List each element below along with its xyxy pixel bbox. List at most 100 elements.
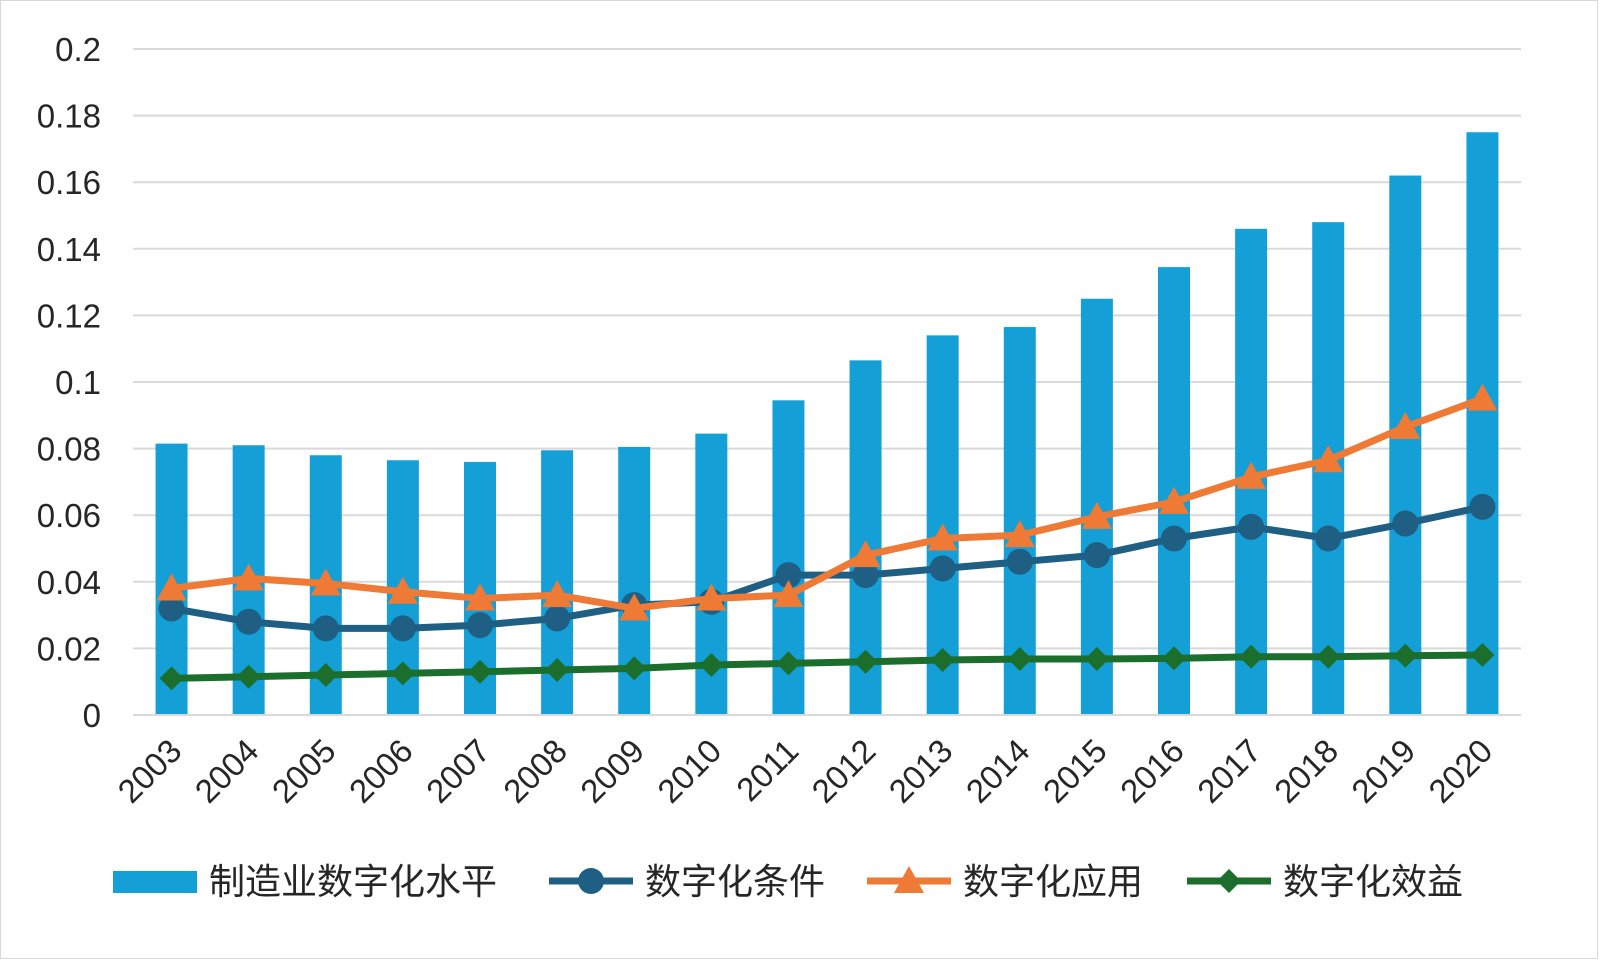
series-line [170,503,1484,632]
point-2007 [468,659,492,684]
x-tick-label: 2010 [650,732,728,810]
point-2009 [619,593,650,621]
point-2016 [1162,646,1186,671]
point-2010 [699,653,724,678]
point-2005 [310,568,341,596]
point-2014 [1007,647,1032,672]
y-axis-ticks: 0 0.02 0.04 0.06 0.08 0.1 0.12 0.14 0.16 0.18 0.2 [37,31,101,734]
point-2015 [1081,501,1112,529]
point-2019 [1390,411,1421,439]
legend-item-0: 制造业数字化水平 [113,862,497,903]
y-tick-label: 0.08 [37,431,101,468]
x-axis-ticks: 2003 2004 2005 2006 2007 2008 2009 2010 2011 2012… [110,732,1499,810]
point-2005 [312,615,339,642]
point-2020 [1469,493,1496,520]
y-tick-label: 0.2 [55,31,101,68]
point-2006 [387,576,418,604]
y-tick-label: 0.18 [37,98,101,135]
x-tick-label: 2014 [959,732,1037,810]
x-tick-label: 2018 [1267,732,1345,810]
point-2003 [156,573,187,601]
point-2006 [390,661,415,686]
y-tick-label: 0.04 [37,564,101,601]
point-2015 [1084,647,1109,672]
point-2012 [850,540,881,568]
x-tick-label: 2017 [1190,732,1268,810]
legend: 制造业数字化水平 数字化条件 数字化应用 数字化效益 [113,862,1463,903]
point-2019 [1392,510,1419,537]
legend-label: 数字化应用 [963,862,1143,903]
y-tick-label: 0 [83,697,101,734]
point-2003 [158,595,185,622]
point-2012 [852,562,879,589]
legend-label: 数字化效益 [1283,862,1463,903]
point-2013 [927,523,958,551]
point-2018 [1316,644,1341,669]
point-2003 [159,666,184,691]
line-series [156,383,1498,691]
y-tick-label: 0.14 [37,231,101,268]
point-2008 [544,605,571,632]
x-tick-label: 2004 [188,732,266,810]
point-2006 [389,615,416,642]
series-line [171,651,1483,682]
x-tick-label: 2016 [1113,732,1191,810]
point-2017 [1236,461,1267,489]
point-2011 [775,562,802,589]
y-tick-label: 0.12 [37,297,101,334]
point-2004 [233,563,264,591]
point-2016 [1159,486,1189,514]
point-2008 [542,580,573,608]
x-tick-label: 2005 [265,732,343,810]
bar-2020 [1466,132,1499,715]
y-tick-label: 0.16 [37,164,101,201]
point-2011 [773,580,804,608]
x-tick-label: 2012 [804,732,882,810]
point-2014 [1006,548,1033,575]
legend-label: 制造业数字化水平 [209,862,497,903]
series-1 [156,383,1498,621]
legend-item-3: 数字化效益 [1187,862,1463,903]
x-tick-label: 2008 [496,732,574,810]
point-2004 [235,608,262,635]
point-2007 [465,583,495,611]
legend-item-2: 数字化应用 [867,862,1143,903]
x-tick-label: 2013 [882,732,960,810]
point-2011 [776,651,801,676]
legend-item-1: 数字化条件 [549,862,825,903]
x-tick-label: 2015 [1036,732,1114,810]
y-tick-label: 0.02 [37,630,101,667]
point-2004 [236,664,261,689]
legend-marker [894,866,924,893]
legend-label: 数字化条件 [645,862,825,903]
x-tick-label: 2003 [110,732,188,810]
x-tick-label: 2006 [342,732,420,810]
point-2013 [930,648,955,673]
x-tick-label: 2009 [573,732,651,810]
x-tick-label: 2020 [1421,732,1499,810]
point-2020 [1467,383,1498,411]
point-2010 [696,583,727,611]
point-2007 [467,612,493,639]
point-2005 [313,663,338,688]
point-2015 [1083,542,1110,569]
bar-2019 [1389,175,1422,716]
point-2014 [1004,520,1035,548]
point-2018 [1313,445,1344,473]
x-tick-label: 2011 [729,732,805,808]
point-2016 [1161,525,1187,552]
point-2017 [1239,644,1264,669]
legend-marker [578,868,604,894]
legend-swatch [113,871,197,893]
series-line [171,395,1484,612]
y-tick-label: 0.1 [55,364,101,401]
y-tick-label: 0.06 [37,497,101,534]
point-2018 [1315,525,1342,552]
point-2017 [1238,513,1265,540]
point-2020 [1470,643,1495,668]
x-tick-label: 2019 [1344,732,1422,810]
point-2019 [1393,643,1418,668]
point-2012 [853,649,878,674]
